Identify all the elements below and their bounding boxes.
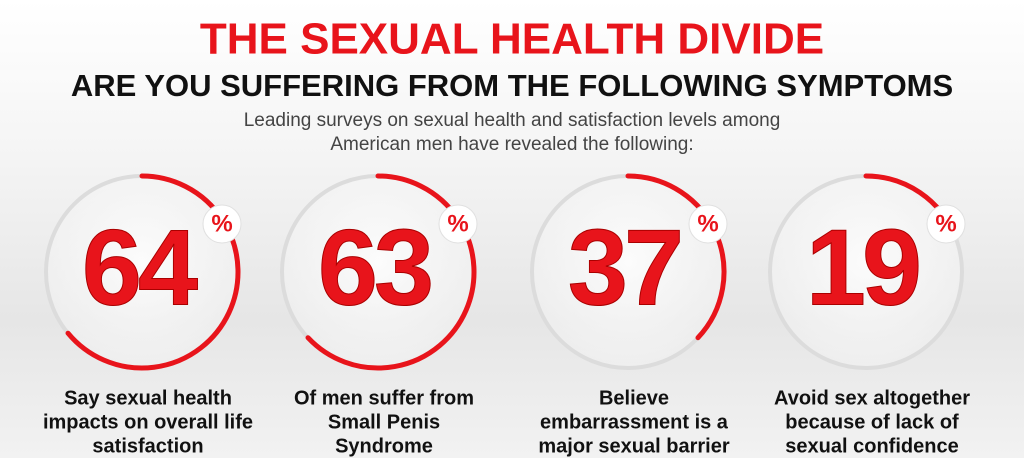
caption-line: embarrassment is a [540,411,729,433]
caption-line: Say sexual health [64,387,232,409]
value-label: 37 [568,207,680,328]
caption-line: Small Penis [328,411,440,433]
percent-sign: % [211,210,232,237]
value-label: 64 [82,207,198,328]
caption-line: Of men suffer from [294,387,474,409]
percent-badge [926,204,966,244]
title: THE SEXUAL HEALTH DIVIDE [200,15,824,64]
subtitle: ARE YOU SUFFERING FROM THE FOLLOWING SYM… [71,68,953,103]
caption-line: Avoid sex altogether [774,387,970,409]
description-line: Leading surveys on sexual health and sat… [244,110,781,131]
caption-line: Syndrome [335,435,433,457]
value-label: 19 [806,207,919,328]
caption-line: satisfaction [92,435,203,457]
percent-sign: % [447,210,468,237]
caption-line: sexual confidence [785,435,958,457]
percent-badge [438,204,478,244]
gauge-arc [305,173,477,371]
caption-line: Believe [599,387,669,409]
percent-badge [688,204,728,244]
gauge-arc [65,173,241,371]
description-line: American men have revealed the following… [330,134,693,155]
caption-line: because of lack of [785,411,959,433]
value-label: 63 [318,207,431,328]
percent-sign: % [935,210,956,237]
percent-badge [202,204,242,244]
caption-line: major sexual barrier [538,435,729,457]
percent-sign: % [697,210,718,237]
caption-line: impacts on overall life [43,411,253,433]
